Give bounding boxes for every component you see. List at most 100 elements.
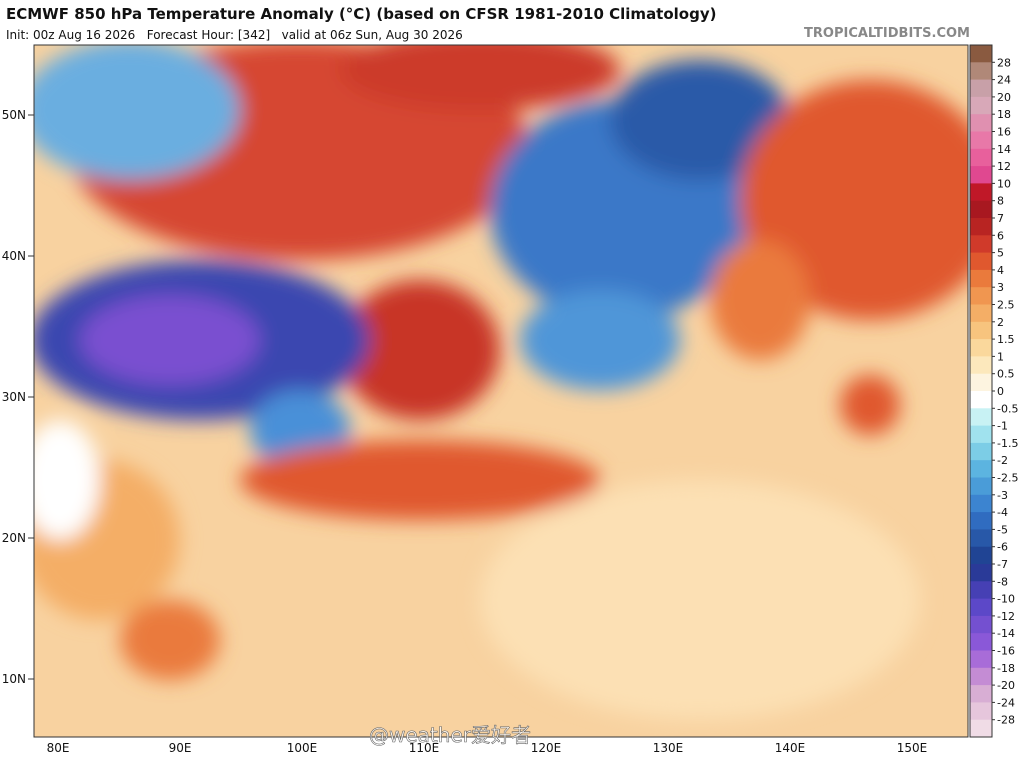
colorbar-label: -4 bbox=[997, 506, 1008, 519]
colorbar-label: -28 bbox=[997, 714, 1015, 727]
colorbar-label: 6 bbox=[997, 229, 1004, 242]
colorbar-bin bbox=[970, 183, 992, 202]
colorbar-bin bbox=[970, 304, 992, 323]
colorbar-label: -2.5 bbox=[997, 472, 1018, 485]
site-credit: TROPICALTIDBITS.COM bbox=[804, 26, 970, 41]
watermark: @weather爱好者 bbox=[369, 723, 531, 747]
colorbar-bin bbox=[970, 650, 992, 669]
colorbar-bin bbox=[970, 702, 992, 721]
colorbar-label: -12 bbox=[997, 610, 1015, 623]
colorbar-label: 7 bbox=[997, 212, 1004, 225]
colorbar-label: 24 bbox=[997, 74, 1011, 87]
colorbar-label: -7 bbox=[997, 558, 1008, 571]
colorbar-label: 18 bbox=[997, 108, 1011, 121]
colorbar-label: -14 bbox=[997, 627, 1015, 640]
colorbar-label: -0.5 bbox=[997, 402, 1018, 415]
lon-label: 120E bbox=[531, 741, 562, 755]
colorbar-label: 2 bbox=[997, 316, 1004, 329]
colorbar-label: 4 bbox=[997, 264, 1004, 277]
lat-label: 50N bbox=[2, 108, 26, 122]
colorbar-label: 0 bbox=[997, 385, 1004, 398]
lon-label: 110E bbox=[409, 741, 440, 755]
colorbar-bin bbox=[970, 598, 992, 617]
subtitle: Init: 00z Aug 16 2026 Forecast Hour: [34… bbox=[6, 28, 463, 42]
colorbar-label: -5 bbox=[997, 523, 1008, 536]
lon-label: 140E bbox=[775, 741, 806, 755]
colorbar-label: 5 bbox=[997, 247, 1004, 260]
colorbar-bin bbox=[970, 581, 992, 600]
colorbar-label: -3 bbox=[997, 489, 1008, 502]
colorbar-bin bbox=[970, 166, 992, 184]
colorbar-bin bbox=[970, 408, 992, 427]
colorbar-bin bbox=[970, 373, 992, 392]
colorbar-bin bbox=[970, 529, 992, 548]
colorbar-bin bbox=[970, 477, 992, 496]
colorbar-bin bbox=[970, 45, 992, 63]
colorbar-bin bbox=[970, 512, 992, 530]
colorbar-label: 16 bbox=[997, 126, 1011, 139]
colorbar-label: 1 bbox=[997, 350, 1004, 363]
colorbar-bin bbox=[970, 321, 992, 340]
colorbar-bin bbox=[970, 442, 992, 461]
colorbar-label: 1.5 bbox=[997, 333, 1015, 346]
colorbar-bin bbox=[970, 494, 992, 513]
colorbar-bin bbox=[970, 114, 992, 132]
colorbar-label: 12 bbox=[997, 160, 1011, 173]
colorbar-label: -8 bbox=[997, 575, 1008, 588]
colorbar-bin bbox=[970, 148, 992, 167]
colorbar-bin bbox=[970, 546, 992, 565]
colorbar-label: 14 bbox=[997, 143, 1011, 156]
colorbar-label: -10 bbox=[997, 593, 1015, 606]
colorbar-bin bbox=[970, 252, 992, 271]
colorbar-bin bbox=[970, 235, 992, 254]
colorbar-bin bbox=[970, 719, 992, 738]
colorbar-label: -1.5 bbox=[997, 437, 1018, 450]
map-frame bbox=[33, 44, 969, 738]
colorbar-label: 8 bbox=[997, 195, 1004, 208]
lat-label: 10N bbox=[2, 672, 26, 686]
colorbar-label: -18 bbox=[997, 662, 1015, 675]
colorbar-bin bbox=[970, 339, 992, 357]
colorbar-label: 3 bbox=[997, 281, 1004, 294]
map bbox=[34, 45, 968, 737]
colorbar-label: 0.5 bbox=[997, 368, 1015, 381]
colorbar-label: -24 bbox=[997, 696, 1015, 709]
lat-label: 20N bbox=[2, 531, 26, 545]
colorbar-bin bbox=[970, 131, 992, 150]
colorbar-bin bbox=[970, 685, 992, 703]
colorbar-bin bbox=[970, 269, 992, 288]
colorbar-bin bbox=[970, 62, 992, 81]
colorbar-bin bbox=[970, 287, 992, 305]
lon-label: 130E bbox=[653, 741, 684, 755]
lat-label: 30N bbox=[2, 390, 26, 404]
colorbar-label: 10 bbox=[997, 177, 1011, 190]
colorbar-bin bbox=[970, 633, 992, 651]
colorbar-bin bbox=[970, 356, 992, 375]
lon-label: 100E bbox=[287, 741, 318, 755]
title: ECMWF 850 hPa Temperature Anomaly (°C) (… bbox=[6, 5, 716, 23]
colorbar-bin bbox=[970, 425, 992, 444]
colorbar-bin bbox=[970, 218, 992, 236]
colorbar-label: -2 bbox=[997, 454, 1008, 467]
colorbar-label: 28 bbox=[997, 56, 1011, 69]
colorbar-label: -16 bbox=[997, 645, 1015, 658]
colorbar-bin bbox=[970, 615, 992, 634]
colorbar-bin bbox=[970, 564, 992, 582]
colorbar-label: -6 bbox=[997, 541, 1008, 554]
lon-label: 80E bbox=[47, 741, 70, 755]
colorbar-label: -20 bbox=[997, 679, 1015, 692]
lon-label: 90E bbox=[169, 741, 192, 755]
colorbar-label: 2.5 bbox=[997, 299, 1015, 312]
lon-label: 150E bbox=[897, 741, 928, 755]
colorbar-bin bbox=[970, 460, 992, 478]
lat-label: 40N bbox=[2, 249, 26, 263]
colorbar-bin bbox=[970, 391, 992, 409]
colorbar-bin bbox=[970, 667, 992, 686]
colorbar-bin bbox=[970, 200, 992, 219]
colorbar-label: -1 bbox=[997, 420, 1008, 433]
colorbar-bin bbox=[970, 79, 992, 98]
colorbar-label: 20 bbox=[997, 91, 1011, 104]
colorbar-bin bbox=[970, 96, 992, 115]
